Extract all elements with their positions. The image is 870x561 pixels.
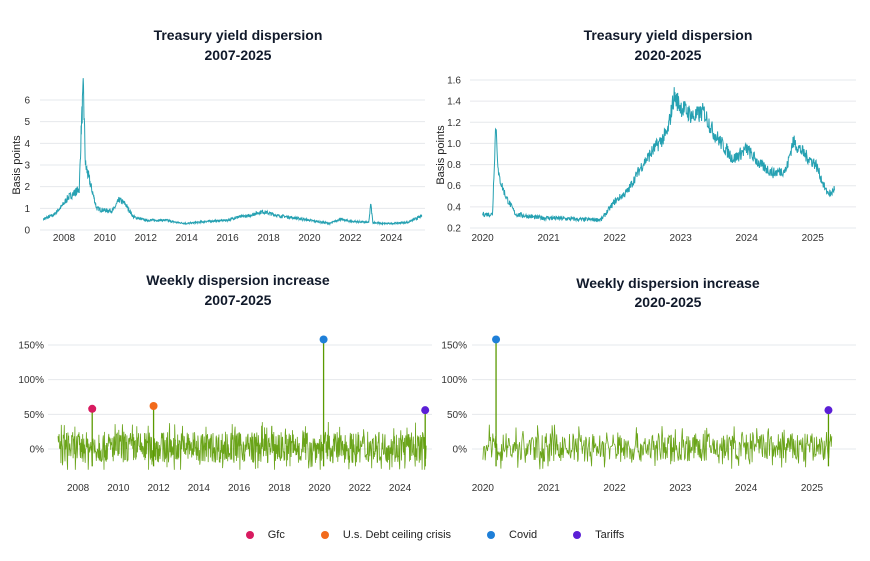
- y-tick-label: 50%: [447, 410, 467, 421]
- y-tick-label: 5: [24, 117, 30, 128]
- legend-dot-icon: [487, 531, 496, 539]
- series-line: [482, 87, 835, 223]
- x-tick-label: 2012: [147, 483, 170, 494]
- chart-title-line2: 2020-2025: [635, 47, 702, 63]
- x-tick-label: 2023: [669, 483, 692, 494]
- chart-title-line2: 2020-2025: [635, 294, 702, 310]
- series-line: [482, 424, 833, 470]
- x-tick-label: 2022: [603, 483, 626, 494]
- legend-dot-icon: [573, 531, 582, 539]
- x-tick-label: 2020: [298, 233, 321, 244]
- y-tick-label: 0.8: [447, 160, 461, 171]
- y-tick-label: 0%: [453, 445, 468, 456]
- chart-title-line2: 2007-2025: [205, 47, 272, 63]
- y-tick-label: 1.2: [447, 118, 461, 129]
- event-marker-tariffs: [824, 406, 833, 415]
- legend: Gfc U.s. Debt ceiling crisis Covid Tarif…: [0, 529, 870, 541]
- x-tick-label: 2024: [735, 483, 758, 494]
- y-tick-label: 0%: [30, 445, 45, 456]
- y-tick-label: 50%: [24, 410, 44, 421]
- chart-weekly-2020-2025: Weekly dispersion increase 2020-2025 0% 5…: [441, 275, 856, 494]
- x-tick-label: 2022: [604, 233, 627, 244]
- x-tick-label: 2020: [471, 233, 494, 244]
- y-tick-label: 6: [24, 96, 30, 107]
- x-tick-label: 2024: [389, 483, 412, 494]
- y-tick-label: 1: [24, 204, 30, 215]
- x-tick-label: 2025: [801, 483, 824, 494]
- legend-label: U.s. Debt ceiling crisis: [342, 529, 452, 541]
- chart-title-line1: Treasury yield dispersion: [584, 27, 753, 43]
- x-tick-label: 2014: [188, 483, 211, 494]
- x-tick-label: 2010: [107, 483, 130, 494]
- series-line: [43, 78, 423, 227]
- legend-dot-icon: [245, 531, 254, 539]
- chart-title-line1: Weekly dispersion increase: [146, 272, 330, 288]
- y-tick-label: 1.0: [447, 139, 461, 150]
- x-tick-label: 2022: [339, 233, 362, 244]
- y-tick-label: 2: [24, 182, 30, 193]
- x-tick-label: 2024: [736, 233, 759, 244]
- chart-title-line2: 2007-2025: [205, 292, 272, 308]
- chart-weekly-2007-2025: Weekly dispersion increase 2007-2025 0% 5…: [18, 272, 432, 494]
- legend-item-tariffs: Tariffs: [573, 529, 624, 541]
- x-tick-label: 2012: [135, 233, 158, 244]
- x-tick-label: 2010: [94, 233, 117, 244]
- y-tick-label: 100%: [18, 375, 44, 386]
- legend-dot-icon: [320, 531, 329, 539]
- x-tick-label: 2021: [537, 233, 560, 244]
- x-tick-label: 2020: [308, 483, 331, 494]
- x-tick-label: 2018: [257, 233, 280, 244]
- event-marker-tariffs: [421, 406, 430, 415]
- y-tick-label: 0.6: [447, 181, 461, 192]
- legend-item-covid: Covid: [487, 529, 537, 541]
- y-tick-label: 150%: [441, 341, 467, 352]
- y-axis-label: Basis points: [435, 125, 447, 185]
- y-tick-label: 0: [24, 226, 30, 237]
- chart-dispersion-2007-2025: Treasury yield dispersion 2007-2025 Basi…: [11, 27, 425, 244]
- y-tick-label: 150%: [18, 341, 44, 352]
- y-tick-label: 100%: [441, 375, 467, 386]
- series-line: [57, 421, 427, 470]
- legend-label: Covid: [509, 529, 538, 541]
- legend-item-debt-ceiling: U.s. Debt ceiling crisis: [320, 529, 452, 541]
- y-tick-label: 0.2: [447, 224, 461, 235]
- event-marker-covid: [319, 335, 328, 344]
- y-tick-label: 0.4: [447, 202, 461, 213]
- event-marker-gfc: [88, 404, 97, 413]
- x-tick-label: 2016: [228, 483, 251, 494]
- x-tick-label: 2016: [216, 233, 239, 244]
- chart-dispersion-2020-2025: Treasury yield dispersion 2020-2025 Basi…: [435, 27, 856, 244]
- legend-item-gfc: Gfc: [245, 529, 285, 541]
- x-tick-label: 2024: [380, 233, 403, 244]
- chart-title-line1: Treasury yield dispersion: [154, 27, 323, 43]
- x-tick-label: 2021: [538, 483, 561, 494]
- x-tick-label: 2014: [176, 233, 199, 244]
- x-tick-label: 2008: [53, 233, 76, 244]
- chart-title-line1: Weekly dispersion increase: [576, 275, 760, 291]
- legend-label: Gfc: [267, 529, 285, 541]
- x-tick-label: 2025: [802, 233, 825, 244]
- event-marker-covid: [492, 335, 501, 344]
- y-axis-label: Basis points: [11, 135, 23, 195]
- y-tick-label: 1.4: [447, 97, 461, 108]
- y-tick-label: 3: [24, 161, 30, 172]
- event-marker-u-s-debt-ceiling-crisis: [149, 402, 158, 411]
- x-tick-label: 2008: [67, 483, 90, 494]
- x-tick-label: 2022: [349, 483, 372, 494]
- x-tick-label: 2023: [670, 233, 693, 244]
- x-tick-label: 2020: [472, 483, 495, 494]
- y-tick-label: 1.6: [447, 76, 461, 87]
- x-tick-label: 2018: [268, 483, 291, 494]
- legend-label: Tariffs: [595, 529, 625, 541]
- y-tick-label: 4: [24, 139, 30, 150]
